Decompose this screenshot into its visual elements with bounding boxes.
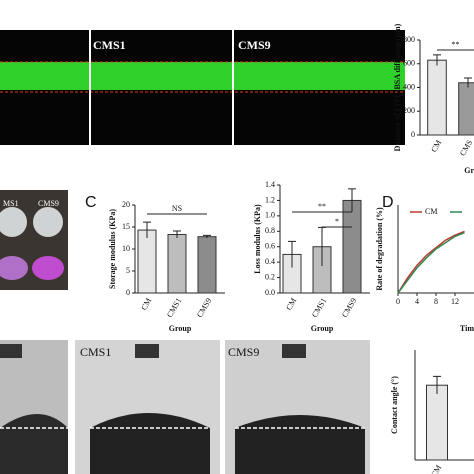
needle [282, 344, 306, 358]
line [397, 230, 465, 294]
y-tick-label: 800 [403, 35, 415, 44]
y-axis-label: Rate of degradation (%) [375, 207, 384, 291]
bar [427, 59, 447, 136]
panel-letter: C [85, 194, 97, 211]
photo-label: MS1 [3, 199, 19, 208]
x-tick-label: CM [284, 296, 298, 311]
y-axis-label: Distance of FITC-BSA diffusion (μm) [393, 23, 402, 151]
y-tick-label: 400 [403, 82, 415, 91]
line [397, 231, 465, 294]
bar [342, 199, 362, 294]
image-label: CMS1 [80, 345, 111, 359]
y-tick-label: 1.0 [265, 211, 275, 220]
green-band [0, 62, 405, 90]
x-axis-label: Group [169, 324, 192, 333]
y-tick-label: 0.2 [265, 272, 275, 281]
gel-stained [32, 256, 64, 280]
bar [197, 236, 217, 294]
legend-label: CM [425, 207, 437, 216]
image-label: CMS9 [238, 38, 271, 52]
y-tick-label: 0.4 [265, 257, 275, 266]
needle [0, 344, 22, 358]
error-bar [348, 188, 356, 212]
x-tick-label: CMS1 [165, 296, 183, 319]
error-bar [173, 230, 181, 238]
y-tick-label: 1.2 [265, 195, 275, 204]
x-tick-label: CMS9 [340, 296, 358, 319]
y-tick-label: 5 [126, 266, 130, 275]
image-label: CMS1 [93, 38, 126, 52]
x-tick-label: 0 [396, 297, 400, 306]
x-axis-label: Gr [464, 166, 474, 175]
y-tick-label: 1.4 [265, 180, 275, 189]
y-tick-label: 600 [403, 59, 415, 68]
x-tick-label: 8 [434, 297, 438, 306]
x-tick-label: CM [429, 138, 443, 153]
droplet [235, 415, 365, 474]
error-bar [143, 221, 151, 238]
y-tick-label: 15 [122, 222, 130, 231]
y-tick-label: 0 [126, 288, 130, 297]
significance-label: ** [318, 202, 326, 211]
x-tick-label: CMS [458, 138, 474, 157]
image-label: CMS9 [228, 345, 259, 359]
error-bar [288, 240, 296, 268]
droplet [90, 413, 210, 474]
y-axis-label: Storage modulus (KPa) [108, 209, 117, 289]
bar [167, 233, 187, 294]
x-axis-label: Tim [460, 324, 474, 333]
x-tick-label: CMS1 [310, 296, 328, 319]
gel-disc [0, 207, 27, 237]
bar [426, 384, 448, 461]
panel-letter: D [382, 194, 394, 211]
significance-label: * [335, 217, 339, 226]
y-tick-label: 200 [403, 106, 415, 115]
x-tick-label: 4 [415, 297, 419, 306]
needle [135, 344, 159, 358]
droplet [0, 414, 68, 474]
x-tick-label: CMS9 [195, 296, 213, 319]
error-bar [433, 375, 441, 394]
x-tick-label: CM [139, 296, 153, 311]
y-tick-label: 10 [122, 244, 130, 253]
x-tick-label: CM [429, 463, 443, 474]
significance-label: NS [172, 204, 182, 213]
gel-disc [33, 207, 63, 237]
error-bar [464, 77, 472, 88]
error-bar [433, 54, 441, 66]
y-axis-label: Loss modulus (KPa) [253, 204, 262, 274]
photo-label: CMS9 [38, 199, 59, 208]
y-tick-label: 0 [411, 130, 415, 139]
y-tick-label: 0.0 [265, 288, 275, 297]
bar [458, 82, 474, 136]
bar [137, 229, 157, 294]
significance-label: ** [452, 40, 460, 49]
gel-stained [0, 256, 28, 280]
y-tick-label: 0.6 [265, 242, 275, 251]
y-axis-label: Contact angle (°) [390, 376, 399, 434]
x-axis-label: Group [311, 324, 334, 333]
x-tick-label: 12 [451, 297, 459, 306]
y-tick-label: 0.8 [265, 226, 275, 235]
error-bar [203, 234, 211, 238]
y-tick-label: 20 [122, 200, 130, 209]
